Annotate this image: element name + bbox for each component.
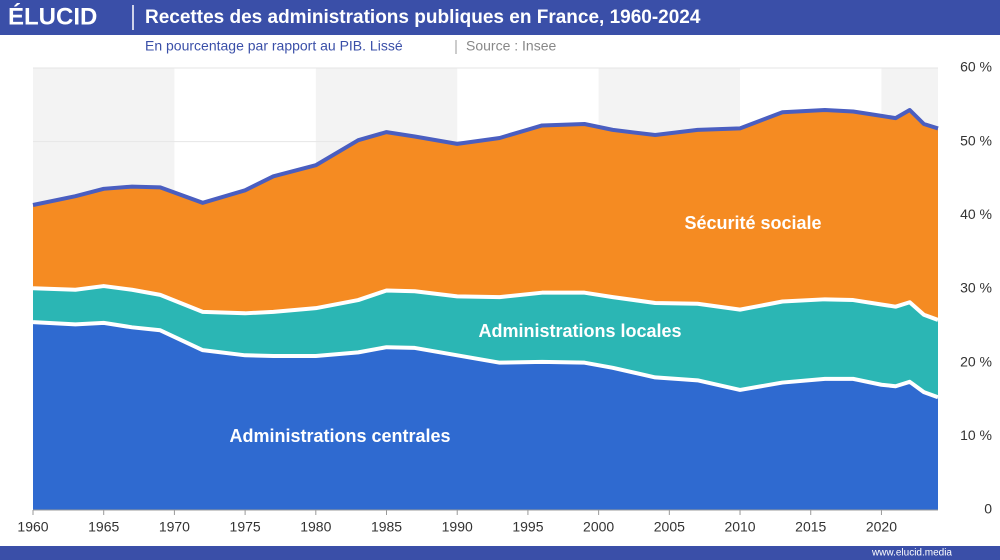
x-tick-label: 2010	[724, 519, 755, 535]
x-tick-label: 2000	[583, 519, 614, 535]
series-label: Administrations locales	[478, 321, 681, 341]
boundary-line	[32, 284, 939, 322]
brand: ÉLUCID	[8, 2, 97, 30]
y-tick-label: 0	[984, 501, 992, 517]
y-tick-label: 60 %	[960, 59, 992, 75]
y-tick-label: 50 %	[960, 132, 992, 148]
boundary-line	[32, 107, 939, 207]
area	[33, 109, 938, 320]
x-tick-label: 2015	[795, 519, 826, 535]
y-tick-label: 20 %	[960, 353, 992, 369]
area	[33, 322, 938, 510]
footer-url: www.elucid.media	[871, 548, 952, 559]
y-tick-label: 10 %	[960, 427, 992, 443]
x-tick-label: 1995	[512, 519, 543, 535]
source: Source : Insee	[466, 38, 556, 54]
x-tick-label: 2005	[654, 519, 685, 535]
x-tick-label: 1990	[442, 519, 473, 535]
x-tick-label: 1985	[371, 519, 402, 535]
series-label: Sécurité sociale	[684, 213, 821, 233]
x-tick-label: 1960	[17, 519, 48, 535]
series-label: Administrations centrales	[229, 426, 450, 446]
x-tick-label: 2020	[866, 519, 897, 535]
y-tick-label: 30 %	[960, 280, 992, 296]
x-tick-label: 1965	[88, 519, 119, 535]
footer-bar	[0, 546, 1000, 560]
subtitle: En pourcentage par rapport au PIB. Lissé	[145, 38, 403, 54]
chart-title: Recettes des administrations publiques e…	[145, 7, 701, 28]
boundary-line	[32, 320, 939, 400]
x-tick-label: 1980	[300, 519, 331, 535]
y-tick-label: 40 %	[960, 206, 992, 222]
x-tick-label: 1975	[230, 519, 261, 535]
x-tick-label: 1970	[159, 519, 190, 535]
header-bar	[0, 0, 1000, 35]
